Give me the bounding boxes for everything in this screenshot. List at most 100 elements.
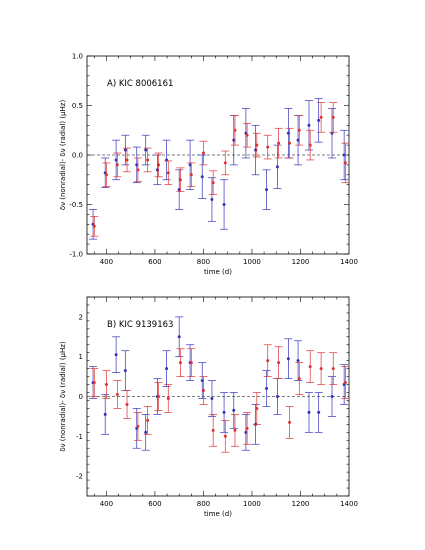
data-point [245, 133, 249, 137]
data-point [277, 141, 281, 145]
x-tick-label: 400 [100, 500, 113, 508]
y-tick-label: 1 [79, 353, 83, 361]
panel-a: 400 600 800 1000 1200 1400 -1.0 -0.5 0.0 0.5 1.0 A)… [59, 53, 358, 277]
data-point [232, 408, 236, 412]
x-tick-label: 800 [197, 500, 210, 508]
panel-label: A) KIC 8006161 [107, 79, 173, 89]
data-point [222, 203, 226, 206]
series-blue [89, 98, 349, 240]
data-point [319, 115, 323, 119]
series-red [90, 344, 350, 453]
data-point [343, 381, 347, 385]
data-point [92, 224, 96, 228]
x-axis-label: time (d) [204, 268, 232, 276]
data-point [297, 128, 301, 132]
x-axis-label: time (d) [204, 510, 232, 518]
data-point [166, 396, 170, 400]
data-point [233, 428, 237, 432]
data-point [210, 198, 214, 202]
y-tick-label: 2 [79, 313, 83, 321]
data-point [92, 381, 96, 385]
data-point [201, 389, 205, 393]
data-point [244, 430, 248, 434]
data-point [177, 188, 181, 192]
y-tick-label: 0.5 [72, 102, 83, 110]
data-point [104, 383, 108, 387]
data-point [136, 168, 140, 172]
data-point [286, 357, 290, 361]
data-point [288, 141, 292, 145]
data-point [123, 369, 127, 373]
data-point [135, 163, 139, 167]
data-point [342, 153, 346, 157]
data-point [188, 163, 192, 167]
data-point [123, 148, 127, 152]
data-point [144, 148, 148, 152]
data-point [275, 395, 279, 398]
data-point [157, 163, 161, 167]
data-point [232, 138, 236, 142]
data-point [277, 361, 281, 365]
data-point [296, 138, 300, 142]
y-axis-label: δν (nonradial)- δν (radial) (μHz) [59, 341, 67, 452]
data-point [200, 175, 204, 179]
data-point [166, 171, 170, 175]
data-point [200, 379, 204, 383]
data-point [144, 430, 148, 434]
data-point [308, 365, 312, 369]
x-tick-label: 1400 [340, 500, 358, 508]
data-point [331, 115, 335, 119]
data-point [255, 406, 259, 410]
data-point [233, 128, 237, 132]
x-tick-label: 600 [148, 500, 161, 508]
x-tick-label: 1000 [243, 500, 261, 508]
data-point [146, 418, 150, 422]
data-point [114, 353, 118, 357]
x-tick-label: 1400 [340, 258, 358, 266]
y-tick-label: -1.0 [69, 251, 83, 259]
data-point [245, 426, 249, 430]
data-point [115, 163, 119, 167]
data-point [297, 377, 301, 381]
x-tick-label: 1000 [243, 258, 261, 266]
data-point [114, 158, 118, 162]
data-point [178, 178, 182, 182]
y-tick-label: 0 [79, 393, 83, 401]
data-point [178, 361, 182, 365]
series-blue [89, 316, 349, 451]
data-point [265, 387, 269, 391]
data-point [201, 151, 205, 155]
y-tick-label: 0.0 [72, 152, 83, 160]
y-axis-label: δν (nonradial)- δν (radial) (μHz) [59, 100, 67, 211]
data-point [286, 131, 290, 135]
x-tick-label: 1200 [292, 258, 310, 266]
data-point [104, 173, 108, 177]
data-point [189, 173, 193, 177]
data-point [165, 367, 169, 371]
data-point [115, 393, 119, 397]
data-point [223, 161, 227, 165]
data-point [307, 123, 311, 127]
data-point [146, 158, 150, 162]
data-point [266, 145, 270, 149]
data-point [211, 181, 215, 185]
data-point [266, 359, 270, 363]
data-point [317, 118, 321, 122]
data-point [319, 367, 323, 371]
data-point [330, 395, 334, 398]
x-tick-label: 800 [197, 258, 210, 266]
data-point [254, 148, 258, 152]
data-point [177, 335, 181, 339]
data-point [155, 168, 159, 172]
x-tick-label: 600 [148, 258, 161, 266]
y-tick-label: -0.5 [69, 201, 83, 209]
data-point [210, 396, 214, 400]
x-tick-label: 400 [100, 258, 113, 266]
data-point [125, 402, 129, 406]
data-point [103, 412, 107, 416]
data-point [296, 359, 300, 363]
data-point [275, 165, 279, 169]
panel-label: B) KIC 9139163 [107, 320, 173, 330]
data-point [189, 361, 193, 365]
